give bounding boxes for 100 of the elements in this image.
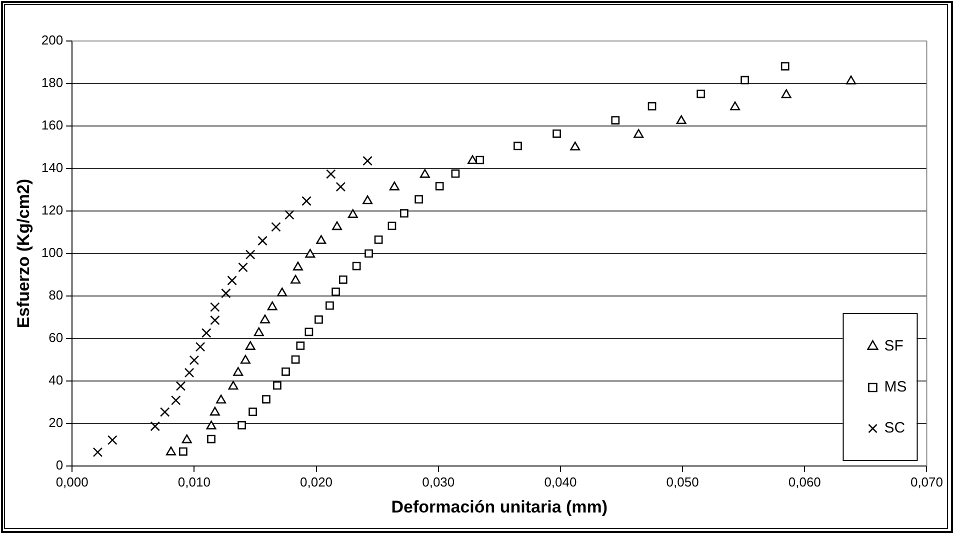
point <box>267 301 278 310</box>
point <box>648 102 656 110</box>
y-tick-label: 0 <box>56 458 64 473</box>
y-tick-label: 140 <box>41 160 64 176</box>
point <box>233 367 244 376</box>
y-tick-label: 20 <box>48 415 64 430</box>
x-tick-label: 0,050 <box>666 474 699 490</box>
point <box>254 327 264 336</box>
point <box>227 276 237 286</box>
point <box>696 90 706 98</box>
x-tick-label: 0,010 <box>178 474 210 490</box>
x-tick-label: 0,000 <box>56 474 88 490</box>
point <box>245 341 256 350</box>
point <box>160 407 170 417</box>
point <box>260 314 270 324</box>
point <box>451 169 460 178</box>
x-axis-title: Deformación unitaria (mm) <box>391 497 608 516</box>
point <box>221 288 231 298</box>
point <box>305 248 316 258</box>
point <box>364 249 373 258</box>
point <box>258 236 268 246</box>
point <box>179 447 188 456</box>
point <box>166 446 176 456</box>
point <box>290 274 300 284</box>
point <box>468 155 478 164</box>
point <box>352 262 361 270</box>
point <box>195 342 206 352</box>
point <box>248 408 257 416</box>
point <box>846 76 856 84</box>
point <box>206 420 216 430</box>
point <box>210 302 220 312</box>
point <box>207 434 216 444</box>
point <box>304 328 314 336</box>
point <box>292 262 303 270</box>
y-tick-label: 100 <box>41 245 64 260</box>
x-tick-label: 0,040 <box>544 474 577 490</box>
point <box>400 209 408 218</box>
point <box>476 156 484 164</box>
point <box>740 76 750 84</box>
point <box>238 262 248 272</box>
y-tick-label: 160 <box>41 118 64 133</box>
point <box>176 381 186 391</box>
point <box>514 142 522 150</box>
point <box>435 182 444 190</box>
point <box>332 221 342 230</box>
point <box>336 182 346 192</box>
x-tick-label: 0,030 <box>422 474 455 490</box>
point <box>332 288 340 296</box>
point <box>210 406 220 416</box>
point <box>362 195 373 204</box>
point <box>277 288 288 296</box>
point <box>374 236 383 244</box>
y-tick-label: 40 <box>48 372 64 388</box>
legend-label: SF <box>884 338 904 355</box>
y-tick-label: 60 <box>48 330 64 346</box>
point <box>348 209 358 218</box>
point <box>282 367 290 376</box>
point <box>326 169 336 179</box>
point <box>634 129 644 138</box>
point <box>291 355 300 364</box>
point <box>184 368 194 378</box>
point <box>781 89 792 98</box>
x-tick-label: 0,070 <box>910 474 944 490</box>
x-tick-label: 0,060 <box>788 474 821 490</box>
point <box>389 182 400 190</box>
point <box>552 129 561 138</box>
point <box>202 328 212 338</box>
point <box>570 142 580 150</box>
point <box>245 250 256 260</box>
point <box>730 101 740 110</box>
point <box>314 315 323 324</box>
point <box>189 355 200 366</box>
point <box>780 62 790 70</box>
point <box>676 115 686 124</box>
legend-label: MS <box>884 378 907 396</box>
point <box>107 435 118 445</box>
x-tick-label: 0,020 <box>300 474 333 490</box>
point <box>182 434 192 444</box>
point <box>271 222 281 232</box>
point <box>326 301 334 310</box>
y-axis-title: Esfuerzo (Kg/cm2) <box>14 178 33 328</box>
point <box>92 447 103 458</box>
point <box>611 116 620 124</box>
point <box>238 421 246 430</box>
point <box>284 210 294 220</box>
y-tick-label: 180 <box>41 75 64 90</box>
point <box>216 394 226 404</box>
point <box>170 395 181 406</box>
point <box>262 395 270 404</box>
point <box>228 380 238 390</box>
point <box>362 156 372 166</box>
point <box>240 354 250 364</box>
legend-label: SC <box>884 420 906 437</box>
point <box>338 275 348 284</box>
point <box>302 196 312 206</box>
point <box>273 381 282 390</box>
y-tick-label: 80 <box>48 288 64 303</box>
point <box>388 222 396 230</box>
y-tick-label: 120 <box>41 202 64 218</box>
point <box>420 169 430 178</box>
